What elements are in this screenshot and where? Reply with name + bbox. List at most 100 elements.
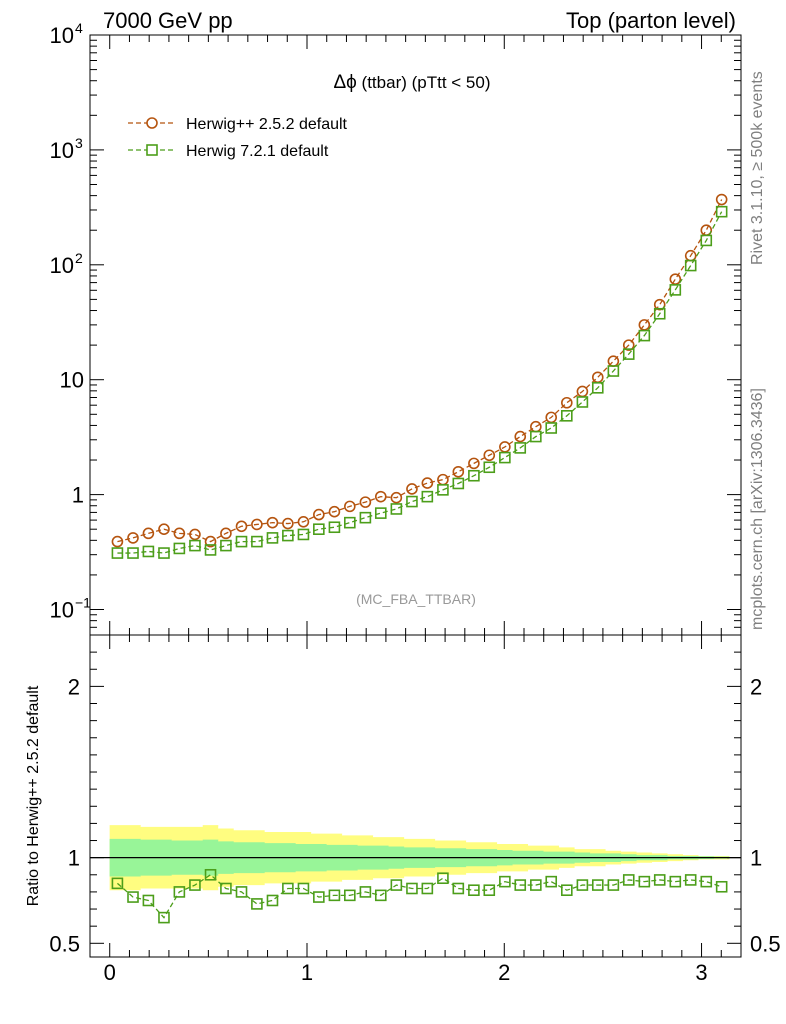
ratio-series-line xyxy=(116,873,722,919)
data-point-square xyxy=(514,442,527,454)
data-point-square xyxy=(530,430,542,443)
ratio-data-point-square xyxy=(344,889,356,902)
data-point-circle xyxy=(437,473,449,486)
data-point-square xyxy=(561,410,573,422)
data-point-square xyxy=(220,539,232,552)
data-point-circle xyxy=(622,339,635,351)
data-point-circle xyxy=(561,396,573,409)
data-point-square xyxy=(235,535,248,548)
data-point-square xyxy=(158,547,170,559)
data-point-square xyxy=(359,511,372,524)
main-y-tick-label: 1 xyxy=(72,483,84,508)
data-point-circle xyxy=(282,517,294,530)
ratio-data-point-square xyxy=(607,879,620,891)
ratio-data-point-square xyxy=(204,868,217,881)
data-point-square xyxy=(142,545,155,558)
data-point-square xyxy=(406,495,418,508)
ratio-x-tick-label: 1 xyxy=(301,960,313,985)
data-point-circle xyxy=(607,355,620,367)
data-point-circle xyxy=(359,496,372,508)
legend-marker-square xyxy=(146,144,158,156)
data-point-square xyxy=(297,528,310,541)
ratio-y-tick-label: 0.5 xyxy=(49,931,80,956)
data-point-circle xyxy=(483,449,496,462)
ratio-data-point-square xyxy=(189,879,201,891)
legend-label: Herwig 7.2.1 default xyxy=(186,143,329,160)
data-point-circle xyxy=(715,193,728,206)
data-point-square xyxy=(715,205,728,218)
ratio-x-tick-label: 0 xyxy=(104,960,116,985)
legend-label: Herwig++ 2.5.2 default xyxy=(186,116,348,133)
main-y-tick-exponent: 3 xyxy=(75,135,83,151)
ratio-data-point-square xyxy=(715,880,728,893)
ratio-data-point-square xyxy=(251,898,263,910)
data-point-square xyxy=(468,469,480,482)
header-right: Top (parton level) xyxy=(566,8,736,33)
legend-marker-circle xyxy=(146,117,158,129)
data-point-square xyxy=(591,382,604,394)
ratio-x-tick-label: 2 xyxy=(498,960,510,985)
data-point-square xyxy=(173,542,186,555)
data-point-circle xyxy=(591,371,604,384)
data-point-square xyxy=(374,507,387,519)
ratio-data-point-square xyxy=(561,884,573,897)
main-y-tick-label: 10 xyxy=(50,598,74,623)
data-point-circle xyxy=(251,518,263,531)
data-point-square xyxy=(328,521,341,534)
ratio-data-point-square xyxy=(499,875,511,888)
data-point-circle xyxy=(514,430,527,443)
data-point-square xyxy=(313,523,325,535)
legend: Herwig++ 2.5.2 default Herwig 7.2.1 defau… xyxy=(128,116,348,160)
ratio-data-point-square xyxy=(483,884,496,897)
ratio-data-point-square xyxy=(220,882,232,895)
data-point-square xyxy=(127,547,139,559)
data-point-square xyxy=(684,259,697,272)
data-point-square xyxy=(638,329,651,342)
ratio-data-point-square xyxy=(266,894,279,907)
main-y-tick-label: 10 xyxy=(50,138,74,163)
ratio-data-point-square xyxy=(406,882,418,895)
data-point-circle xyxy=(204,535,217,548)
ratio-data-point-square xyxy=(514,879,527,891)
header-left: 7000 GeV pp xyxy=(103,8,233,33)
main-y-tick-label: 10 xyxy=(50,23,74,48)
ratio-data-point-square xyxy=(158,911,170,924)
ratio-data-point-square xyxy=(591,879,604,891)
ratio-frame xyxy=(89,634,742,958)
ratio-data-point-square xyxy=(374,889,387,902)
data-point-circle xyxy=(297,515,310,528)
ratio-data-point-square xyxy=(437,872,449,885)
ratio-data-point-square xyxy=(421,882,434,895)
ratio-data-point-square xyxy=(700,875,713,888)
data-point-circle xyxy=(452,465,465,478)
data-point-square xyxy=(653,307,666,320)
ratio-panel: 0 1 2 3 0.5 0.5 1 1 2 2 Ratio to Herwig++ 2.5.2 d… xyxy=(25,634,781,985)
series-line-square xyxy=(117,211,723,554)
data-point-circle xyxy=(313,508,325,521)
data-point-circle xyxy=(638,319,651,331)
data-point-square xyxy=(421,490,434,503)
data-point-circle xyxy=(158,523,170,535)
ratio-data-point-square xyxy=(653,874,666,886)
main-y-tick-exponent: −1 xyxy=(75,595,91,611)
ratio-y-tick-label: 1 xyxy=(68,846,80,871)
data-point-square xyxy=(545,422,558,434)
ratio-data-point-square xyxy=(328,889,341,902)
main-y-tick-exponent: 4 xyxy=(75,20,83,36)
ratio-y-tick-label-right: 1 xyxy=(750,846,762,871)
data-point-circle xyxy=(390,491,403,504)
ratio-data-point-square xyxy=(390,879,403,891)
data-point-square xyxy=(576,396,589,408)
data-point-square xyxy=(204,544,217,556)
title-rest: (ttbar) (pTtt < 50) xyxy=(357,73,491,92)
data-point-circle xyxy=(235,520,248,533)
data-point-square xyxy=(437,484,449,496)
ratio-data-point-square xyxy=(638,875,651,888)
main-y-tick-label: 10 xyxy=(60,368,84,393)
ratio-data-point-square xyxy=(622,874,635,886)
data-point-square xyxy=(700,234,713,247)
ratio-data-point-square xyxy=(142,894,155,907)
ratio-data-point-square xyxy=(452,882,465,895)
data-point-circle xyxy=(328,505,341,518)
